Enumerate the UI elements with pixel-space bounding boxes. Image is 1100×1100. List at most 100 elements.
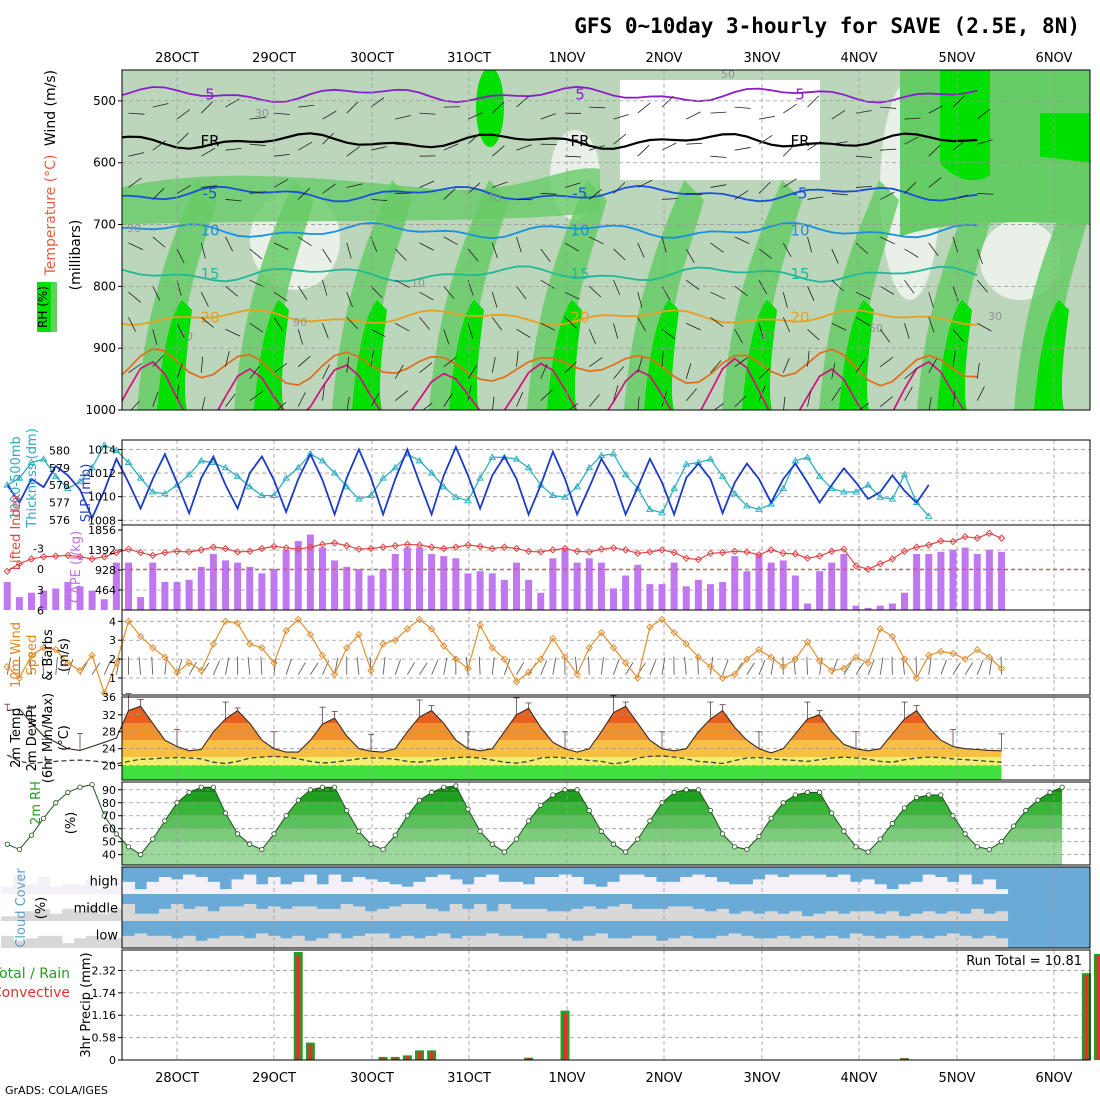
axis-label-cape: CAPE (J/kg) [69,531,84,603]
wind-barb [322,132,335,145]
cloud-cell [946,911,960,921]
rh-2m-marker [235,831,241,837]
wind-speed-marker [233,619,242,627]
wind-speed-marker [634,674,642,682]
lifted-index-marker [658,546,666,554]
thickness-marker [464,496,472,504]
thickness-marker [839,488,848,495]
cloud-cell [146,881,160,894]
cloud-cell [207,911,220,921]
date-label-bottom: 6NOV [1036,1071,1073,1086]
thickness-marker [3,481,12,488]
cape-bar [743,571,751,610]
cape-bar [76,586,84,610]
wind-barb [637,242,645,258]
lifted-index-marker [573,547,581,555]
wind-barb [564,242,579,252]
rh-contour-label: 50 [721,68,735,81]
cape-bar [670,562,678,610]
panel-frame [121,866,1091,949]
y-tick-label: 0 [109,1054,116,1067]
cloud-cell [122,881,136,894]
wind-speed-marker [937,647,945,656]
wind-barb [613,385,619,401]
cloud-cell [959,874,972,894]
wind-barb [831,109,846,120]
wind-speed-marker [888,632,897,641]
isotherm-label: 15 [570,265,589,283]
wind-barb [491,101,505,114]
rh-2m-marker [150,836,156,842]
cloud-cell [849,881,863,894]
wind-barb [152,286,161,301]
wind-barb-10m [600,657,604,675]
y-tick-label-cape: 1856 [88,524,116,537]
thickness-marker [561,493,569,500]
wind-barb [613,248,626,261]
wind-barb [952,329,964,342]
rh-2m-marker [550,792,556,798]
cloud-row-label: middle [74,902,118,917]
thickness-marker [15,474,24,481]
cloud-cell [195,940,208,948]
wind-barb [346,183,363,188]
cloud-cell [352,935,366,948]
thickness-marker [233,472,242,479]
lifted-index-marker [112,548,121,557]
lifted-index-marker [791,550,800,558]
wind-barb [540,389,553,402]
wind-speed-marker [76,666,84,675]
wind-speed-marker [221,617,230,626]
thickness-marker [451,493,460,500]
wind-barb [831,362,836,379]
cape-bar [864,607,872,610]
wind-barb [56,398,61,413]
lifted-index-marker [391,542,399,550]
wind-barb [443,329,450,345]
lifted-index-marker [64,551,72,560]
thickness-marker [900,470,909,478]
rh-2m-marker [441,784,447,790]
cloud-cell [146,913,160,921]
cloud-cell [98,938,111,948]
cloud-cell [486,933,499,948]
cloud-cell [583,906,596,921]
wind-barb [152,103,169,108]
wind-barb [516,285,527,300]
y-tick-label-li: 0 [37,563,44,576]
rh-2m-marker [89,781,95,788]
date-label-top: 1NOV [549,51,586,66]
wind-barb [637,179,653,188]
wind-barb [589,236,604,245]
cloud-cell [607,938,621,948]
isotherm-line [122,265,978,283]
y-tick-label-thickness: 576 [49,514,70,527]
wind-barb [346,242,352,259]
cloud-cell [86,935,99,948]
wind-barb [783,396,786,410]
run-total-label: Run Total = 10.81 [966,954,1082,969]
wind-barb [249,365,260,379]
lifted-index-marker [306,543,315,551]
cloud-cell [316,938,330,948]
y-tick-label: 2.32 [92,964,117,977]
wind-speed-marker [173,668,181,677]
cape-bar [913,553,921,610]
rh-2m-marker [65,789,71,795]
wind-barb [568,403,579,410]
cape-bar [852,605,860,610]
wind-barb [370,285,383,299]
wind-barb [7,237,18,249]
rh-2m-marker [598,828,604,834]
cloud-cell [401,886,414,894]
y-tick-label: 1 [109,672,116,685]
wind-barb [637,292,643,308]
wind-barb [734,147,751,151]
cloud-cell [267,906,281,921]
wind-speed-marker [512,678,521,686]
wind-barb [540,279,555,289]
cloud-cell [498,935,511,948]
y-tick-label: 2 [109,653,116,666]
date-label-bottom: 30OCT [350,1071,394,1086]
wind-speed-marker [403,625,412,633]
